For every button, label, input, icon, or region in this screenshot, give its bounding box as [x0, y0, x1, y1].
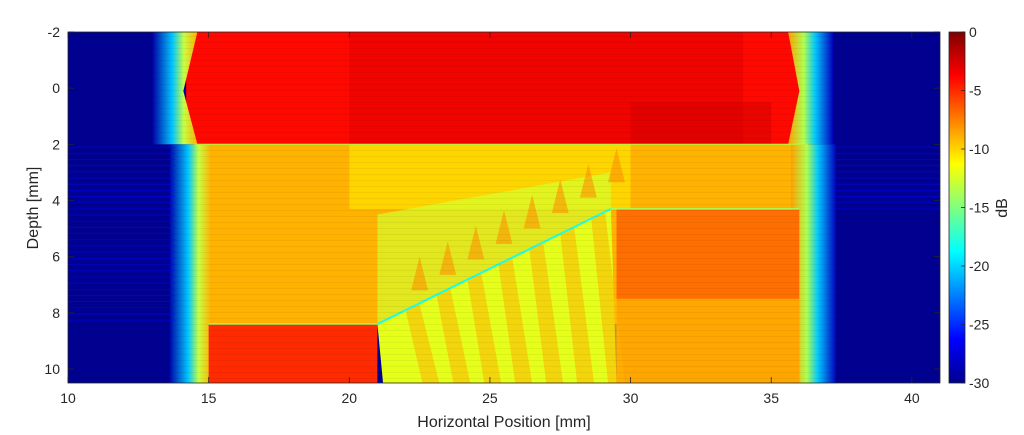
y-tick-label: -2 — [48, 24, 61, 40]
x-tick-label: 40 — [904, 390, 920, 406]
x-axis: 10 15 20 25 30 35 40 — [60, 32, 920, 406]
x-tick-label: 30 — [623, 390, 639, 406]
colorbar-tick-label: -5 — [969, 83, 982, 99]
y-tick-label: 10 — [44, 361, 60, 377]
x-tick-label: 10 — [60, 390, 76, 406]
y-tick-label: 6 — [52, 249, 60, 265]
x-axis-label: Horizontal Position [mm] — [417, 414, 590, 431]
colorbar-tick-label: -10 — [969, 141, 989, 157]
y-axis-label: Depth [mm] — [25, 167, 42, 250]
y-axis: -2 0 2 4 6 8 10 — [44, 24, 940, 377]
heatmap-plot-area — [68, 32, 940, 383]
plot-frame — [67, 31, 941, 384]
scanline-texture — [68, 32, 940, 383]
y-tick-label: 8 — [52, 305, 60, 321]
y-tick-label: 2 — [52, 136, 60, 152]
x-tick-label: 35 — [763, 390, 779, 406]
colorbar-tick-label: -30 — [969, 375, 989, 391]
y-tick-label: 4 — [52, 192, 60, 208]
x-tick-label: 15 — [201, 390, 217, 406]
colorbar-tick-label: -20 — [969, 258, 989, 274]
colorbar-tick-label: -25 — [969, 317, 989, 333]
colorbar-axis: 0 -5 -10 -15 -20 -25 -30 — [961, 24, 989, 391]
x-tick-label: 25 — [482, 390, 498, 406]
colorbar-label: dB — [994, 198, 1011, 218]
x-tick-label: 20 — [342, 390, 358, 406]
y-tick-label: 0 — [52, 80, 60, 96]
colorbar-tick-label: -15 — [969, 200, 989, 216]
colorbar-tick-label: 0 — [969, 24, 977, 40]
